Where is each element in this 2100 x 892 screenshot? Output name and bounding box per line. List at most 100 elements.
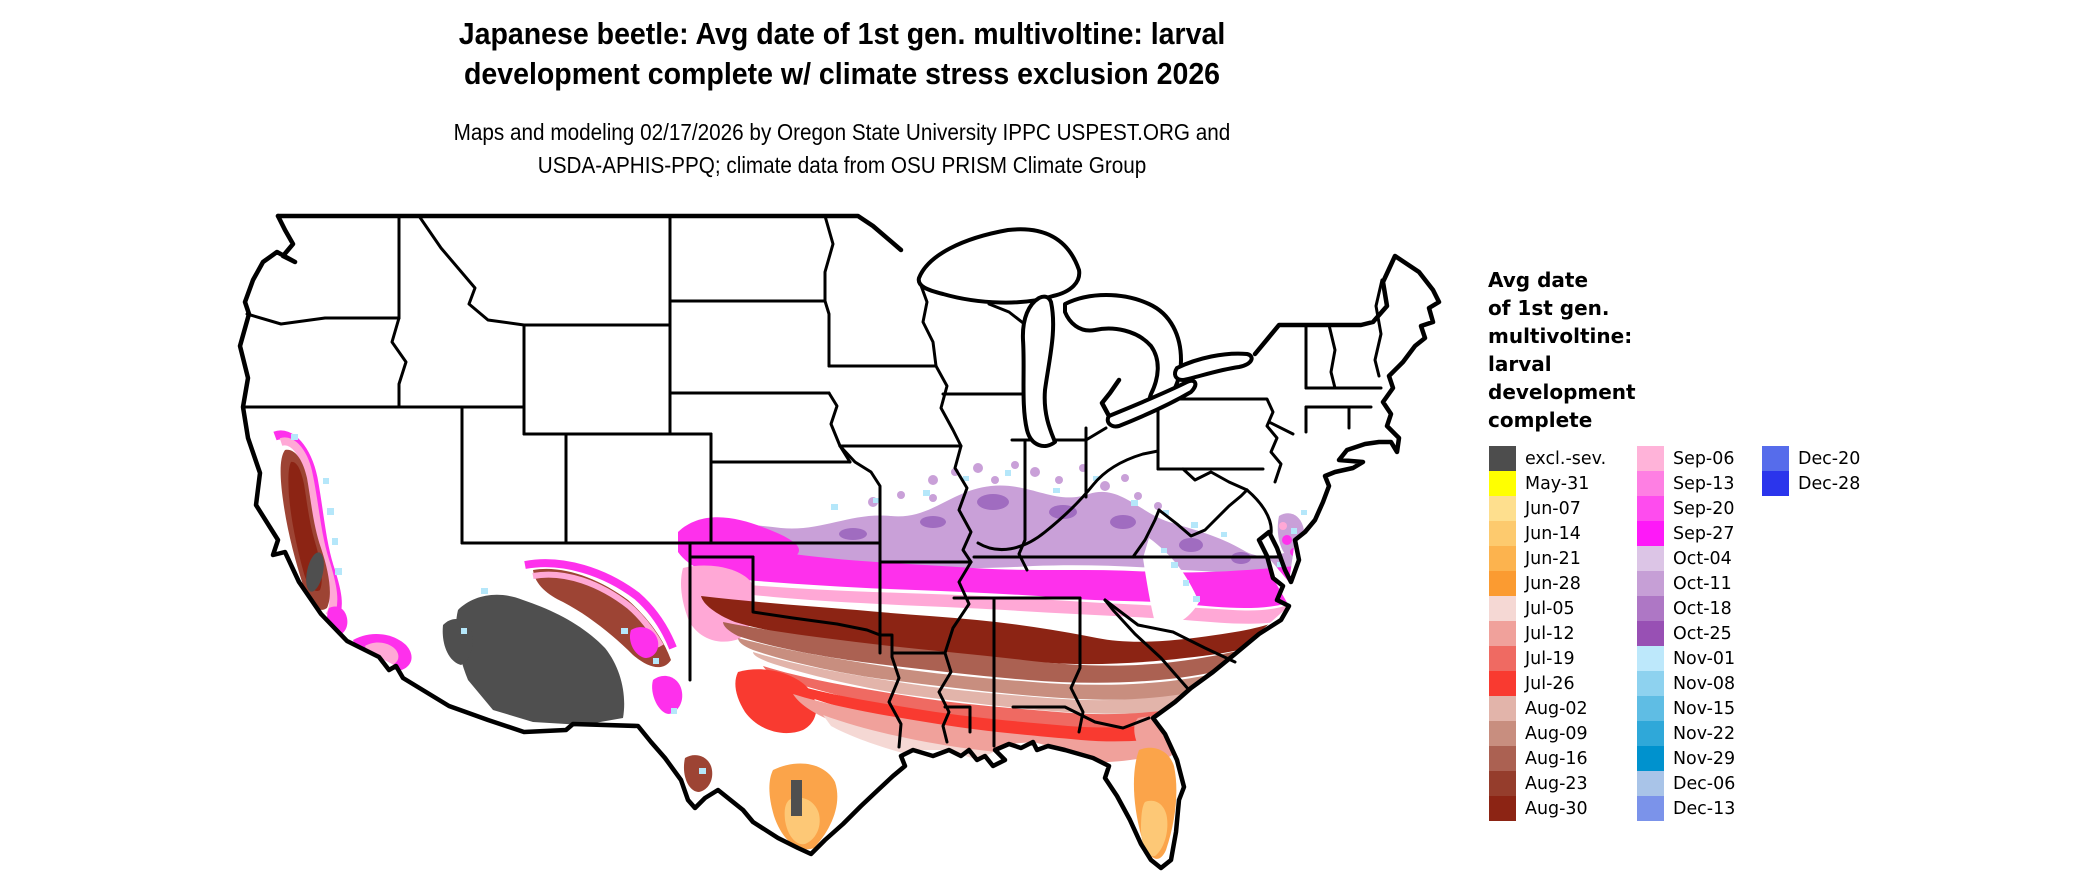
legend-item-label: Nov-15: [1673, 698, 1736, 719]
legend-color-swatch: [1762, 446, 1789, 471]
legend-item-label: Aug-16: [1525, 748, 1588, 769]
legend-color-swatch: [1637, 696, 1664, 721]
us-map: [233, 210, 1443, 890]
legend-color-swatch: [1489, 696, 1516, 721]
legend-column-3: Dec-20 Dec-28: [1762, 446, 1862, 496]
legend-item-label: Jun-14: [1525, 523, 1581, 544]
legend-item: Jun-14: [1489, 521, 1609, 546]
legend-item-label: Oct-11: [1673, 573, 1732, 594]
lake-michigan: [1020, 294, 1057, 448]
legend-item: Nov-08: [1637, 671, 1737, 696]
legend-color-swatch: [1489, 646, 1516, 671]
legend-color-swatch: [1637, 671, 1664, 696]
legend-item-label: Oct-25: [1673, 623, 1732, 644]
legend-item-label: Aug-02: [1525, 698, 1588, 719]
legend-title-line: Avg date: [1488, 268, 1589, 292]
coastline: [237, 213, 1442, 871]
legend-item-label: Nov-01: [1673, 648, 1736, 669]
legend-item-label: May-31: [1525, 473, 1590, 494]
lake-superior: [916, 227, 1082, 305]
legend-item: Sep-13: [1637, 471, 1737, 496]
legend-color-swatch: [1489, 546, 1516, 571]
lake-huron: [1063, 293, 1183, 410]
legend-color-swatch: [1637, 721, 1664, 746]
legend-color-swatch: [1637, 796, 1664, 821]
legend-item-label: Nov-22: [1673, 723, 1736, 744]
legend-item-label: Oct-04: [1673, 548, 1732, 569]
legend-item-label: Jun-28: [1525, 573, 1581, 594]
legend-item-label: Jul-12: [1525, 623, 1575, 644]
legend-item: Sep-27: [1637, 521, 1737, 546]
legend-title-line: complete: [1488, 408, 1593, 432]
legend-color-swatch: [1489, 621, 1516, 646]
legend-item-label: Jul-19: [1525, 648, 1575, 669]
legend-item-label: Sep-20: [1673, 498, 1735, 519]
map-title-line1: Japanese beetle: Avg date of 1st gen. mu…: [458, 16, 1226, 51]
legend-title-line: multivoltine:: [1488, 324, 1633, 348]
state-borders: [241, 214, 1384, 749]
legend-item: Aug-30: [1489, 796, 1609, 821]
legend-item: excl.-sev.: [1489, 446, 1609, 471]
legend-color-swatch: [1489, 596, 1516, 621]
legend-color-swatch: [1637, 621, 1664, 646]
legend-item: Jul-12: [1489, 621, 1609, 646]
legend-item-label: Dec-20: [1798, 448, 1861, 469]
legend-item-label: Aug-09: [1525, 723, 1588, 744]
legend-item: Jul-05: [1489, 596, 1609, 621]
legend-item: Jul-26: [1489, 671, 1609, 696]
lake-ontario: [1173, 351, 1254, 382]
legend-item-label: Jun-07: [1525, 498, 1581, 519]
legend-color-swatch: [1637, 596, 1664, 621]
legend-item: Dec-20: [1762, 446, 1862, 471]
legend-item: Nov-15: [1637, 696, 1737, 721]
legend-item: Jul-19: [1489, 646, 1609, 671]
us-map-svg: [237, 213, 1442, 871]
legend-item-label: Jul-26: [1525, 673, 1575, 694]
legend-item-label: Sep-27: [1673, 523, 1735, 544]
legend-item: Aug-23: [1489, 771, 1609, 796]
legend-item: Dec-28: [1762, 471, 1862, 496]
legend-item-label: Dec-13: [1673, 798, 1736, 819]
legend-color-swatch: [1489, 571, 1516, 596]
legend-color-swatch: [1637, 446, 1664, 471]
legend-item: Dec-13: [1637, 796, 1737, 821]
legend-color-swatch: [1637, 771, 1664, 796]
map-title-line2: development complete w/ climate stress e…: [463, 56, 1221, 91]
legend-item-label: Oct-18: [1673, 598, 1732, 619]
legend-color-swatch: [1637, 646, 1664, 671]
legend-item-label: Dec-06: [1673, 773, 1736, 794]
legend-title-line: of 1st gen.: [1488, 296, 1610, 320]
legend-color-swatch: [1489, 496, 1516, 521]
legend-item-label: Sep-13: [1673, 473, 1735, 494]
legend-title-line: development: [1488, 380, 1636, 404]
legend-item: Nov-22: [1637, 721, 1737, 746]
legend-color-swatch: [1489, 446, 1516, 471]
legend-color-swatch: [1489, 746, 1516, 771]
legend-item: Oct-04: [1637, 546, 1737, 571]
legend-item: Oct-18: [1637, 596, 1737, 621]
legend-item: May-31: [1489, 471, 1609, 496]
legend-color-swatch: [1489, 521, 1516, 546]
legend-color-swatch: [1762, 471, 1789, 496]
legend-item: Aug-16: [1489, 746, 1609, 771]
legend-item: Aug-09: [1489, 721, 1609, 746]
map-subtitle-line1: Maps and modeling 02/17/2026 by Oregon S…: [453, 119, 1231, 145]
legend-color-swatch: [1637, 546, 1664, 571]
legend-color-swatch: [1489, 721, 1516, 746]
legend-item: Aug-02: [1489, 696, 1609, 721]
legend-item: Nov-01: [1637, 646, 1737, 671]
legend-item: Dec-06: [1637, 771, 1737, 796]
legend-title: Avg date of 1st gen. multivoltine: larval de…: [1488, 266, 1636, 434]
legend-column-1: excl.-sev. May-31 Jun-07 Jun-14 Jun-21 Jun-28…: [1489, 446, 1609, 821]
legend-color-swatch: [1637, 471, 1664, 496]
legend-item: Sep-06: [1637, 446, 1737, 471]
legend-color-swatch: [1489, 771, 1516, 796]
legend-item: Jun-28: [1489, 571, 1609, 596]
legend-color-swatch: [1489, 471, 1516, 496]
legend-item-label: Jun-21: [1525, 548, 1581, 569]
legend-item: Jun-21: [1489, 546, 1609, 571]
legend-column-2: Sep-06 Sep-13 Sep-20 Sep-27 Oct-04 Oct-11 Oct-…: [1637, 446, 1737, 821]
header: Japanese beetle: Avg date of 1st gen. mu…: [242, 14, 1442, 182]
legend-color-swatch: [1489, 671, 1516, 696]
